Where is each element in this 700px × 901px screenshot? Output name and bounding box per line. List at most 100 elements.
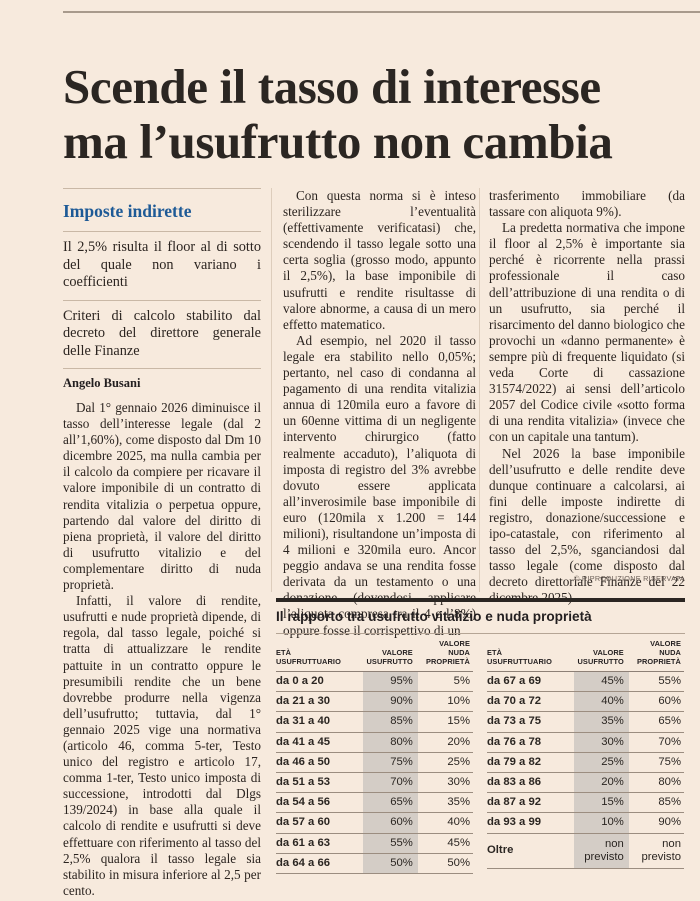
cell-valore-usufrutto: 30% [573,732,629,753]
cell-valore-usufrutto: 10% [573,812,629,834]
cell-age-range: da 83 a 86 [487,772,574,794]
column-header-age-line1: ETÀ [276,648,292,657]
column-header-age: ETÀ USUFRUTTUARIO [487,636,574,672]
table-body-right: da 67 a 69 45% 55% da 70 a 72 40% 60% da 73 a … [487,671,684,869]
cell-age-range: da 0 a 20 [276,671,363,693]
cell-age-range: da 64 a 66 [276,853,363,874]
cell-valore-usufrutto: 40% [573,691,629,713]
page-title: Scende il tasso di interesse ma l’usufru… [63,59,688,169]
column-header-usufrutto-line1: VALORE [592,648,624,657]
column-header-nuda-proprieta: VALORE NUDA PROPRIETÀ [628,636,684,672]
section-kicker: Imposte indirette [63,201,192,221]
cell-valore-nuda-proprieta: 65% [628,711,684,733]
usufruct-table-left: ETÀ USUFRUTTUARIO VALORE USUFRUTTO VALOR… [276,636,473,874]
cell-valore-usufrutto: 60% [362,812,418,834]
paragraph: Con questa norma si è inteso sterilizzar… [283,188,476,332]
cell-age-range: da 70 a 72 [487,691,574,713]
table-row: da 79 a 82 25% 75% [487,752,684,773]
cell-valore-nuda-proprieta: 60% [628,691,684,713]
table-row: da 57 a 60 60% 40% [276,812,473,834]
cell-age-range: da 73 a 75 [487,711,574,733]
cell-age-range: da 93 a 99 [487,812,574,834]
cell-age-range: da 46 a 50 [276,752,363,773]
table-row: da 51 a 53 70% 30% [276,772,473,794]
table-row: da 0 a 20 95% 5% [276,671,473,693]
cell-valore-nuda-proprieta: 50% [417,853,473,874]
usufruct-table-right-half: ETÀ USUFRUTTUARIO VALORE USUFRUTTO VALOR… [487,636,684,874]
kicker-rule-above [63,188,261,189]
table-rule-top [276,598,685,602]
cell-valore-nuda-proprieta: 85% [628,792,684,814]
cell-valore-nuda-proprieta: 15% [417,711,473,733]
cell-valore-nuda-proprieta: 10% [417,691,473,713]
headline-line-1: Scende il tasso di interesse [63,58,601,114]
cell-age-range: Oltre [487,833,574,869]
summary-rule-2 [63,299,261,301]
table-row: da 54 a 56 65% 35% [276,792,473,814]
cell-valore-usufrutto: 80% [362,732,418,753]
cell-valore-nuda-proprieta: 30% [417,772,473,794]
paragraph: Ad esempio, nel 2020 il tasso legale era… [283,332,476,638]
table-row: da 31 a 40 85% 15% [276,711,473,733]
column-header-nuda-line3: PROPRIETÀ [425,657,470,666]
cell-valore-usufrutto: 20% [573,772,629,794]
table-row: da 93 a 99 10% 90% [487,812,684,834]
cell-valore-nuda-proprieta: 75% [628,752,684,773]
table-row: da 70 a 72 40% 60% [487,691,684,713]
table-row: da 21 a 30 90% 10% [276,691,473,713]
cell-age-range: da 61 a 63 [276,833,363,854]
cell-valore-usufrutto: 75% [362,752,418,773]
cell-age-range: da 41 a 45 [276,732,363,753]
column-header-nuda-line1: VALORE [439,639,470,648]
column-header-age-line2: USUFRUTTUARIO [487,657,552,666]
cell-valore-nuda-proprieta: 80% [628,772,684,794]
cell-age-range: da 54 a 56 [276,792,363,814]
cell-valore-usufrutto: 45% [573,671,629,693]
table-row: da 87 a 92 15% 85% [487,792,684,814]
reproduction-notice: © RIPRODUZIONE RISERVATA [574,574,685,583]
column-header-nuda-line2: NUDA [448,648,470,657]
table-row: da 83 a 86 20% 80% [487,772,684,794]
table-body-left: da 0 a 20 95% 5% da 21 a 30 90% 10% da 31 a 40… [276,671,473,874]
cell-valore-nuda-proprieta: 90% [628,812,684,834]
cell-valore-usufrutto: 35% [573,711,629,733]
cell-valore-nuda-proprieta: 25% [417,752,473,773]
headline-line-2: ma l’usufrutto non cambia [63,113,613,169]
column-header-age-line2: USUFRUTTUARIO [276,657,341,666]
table-row: da 46 a 50 75% 25% [276,752,473,773]
cell-valore-nuda-proprieta: 70% [628,732,684,753]
cell-age-range: da 21 a 30 [276,691,363,713]
table-row: da 64 a 66 50% 50% [276,853,473,874]
cell-age-range: da 79 a 82 [487,752,574,773]
cell-valore-usufrutto: 65% [362,792,418,814]
column-header-usufrutto: VALORE USUFRUTTO [573,636,629,672]
column-header-usufrutto-line2: USUFRUTTO [577,657,624,666]
summary-block-2: Criteri di calcolo stabilito dal decreto… [63,307,261,359]
cell-age-range: da 87 a 92 [487,792,574,814]
column-header-nuda-line3: PROPRIETÀ [636,657,681,666]
cell-valore-usufrutto: 70% [362,772,418,794]
summary-rule-1 [63,231,261,232]
cell-valore-nuda-proprieta: 45% [417,833,473,854]
cell-valore-usufrutto: 95% [362,671,418,693]
cell-valore-nuda-proprieta: 40% [417,812,473,834]
cell-valore-nuda-proprieta: 55% [628,671,684,693]
cell-valore-usufrutto: 90% [362,691,418,713]
column-header-nuda-proprieta: VALORE NUDA PROPRIETÀ [417,636,473,672]
column-header-age-line1: ETÀ [487,648,503,657]
cell-valore-usufrutto: 55% [362,833,418,854]
article-column-right: trasferimento immobiliare (da tassare co… [489,188,685,606]
column-header-age: ETÀ USUFRUTTUARIO [276,636,363,672]
column-header-usufrutto-line1: VALORE [381,648,413,657]
cell-age-range: da 76 a 78 [487,732,574,753]
paragraph: trasferimento immobiliare (da tassare co… [489,188,685,220]
table-row: da 67 a 69 45% 55% [487,671,684,693]
cell-valore-usufrutto: 85% [362,711,418,733]
cell-age-range: da 51 a 53 [276,772,363,794]
cell-valore-nuda-proprieta: 5% [417,671,473,693]
usufruct-table-block: Il rapporto tra usufrutto vitalizio e nu… [276,598,685,874]
usufruct-table-right: ETÀ USUFRUTTUARIO VALORE USUFRUTTO VALOR… [487,636,684,869]
table-row: Oltre non previsto non previsto [487,833,684,869]
cell-valore-usufrutto: 50% [362,853,418,874]
